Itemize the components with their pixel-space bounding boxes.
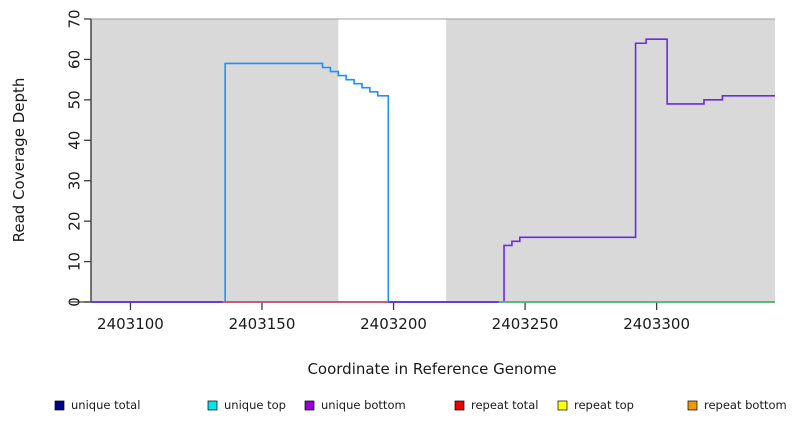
data-series [91,38,775,303]
y-tick-label: 0 [66,297,84,307]
y-tick-label: 40 [66,131,84,150]
legend-label: unique total [71,398,140,412]
legend-item: repeat top [557,398,634,412]
y-axis: 0 10 20 30 40 50 60 70 [66,9,91,307]
series-line-unique_bottom [91,38,775,303]
legend-label: repeat bottom [704,398,787,412]
legend-item: repeat total [454,398,538,412]
x-axis: 2403100 2403150 2403200 2403250 2403300 [97,302,690,333]
legend-item: repeat bottom [687,398,787,412]
repeat-band-right [446,19,775,302]
y-tick-label: 20 [66,212,84,231]
plot-background-bands [91,19,775,302]
legend-label: unique top [224,398,286,412]
legend-swatch [687,400,698,411]
y-tick-label: 50 [66,90,84,109]
legend-swatch [207,400,218,411]
x-axis-title: Coordinate in Reference Genome [307,360,556,378]
y-tick-label: 30 [66,171,84,190]
repeat-band-left [91,19,339,302]
y-tick-label: 10 [66,252,84,271]
x-tick-label: 2403250 [492,315,559,333]
x-tick-label: 2403150 [229,315,296,333]
x-tick-label: 2403300 [623,315,690,333]
legend-item: unique bottom [304,398,406,412]
legend-swatch [304,400,315,411]
legend-item: unique top [207,398,286,412]
x-tick-label: 2403100 [97,315,164,333]
legend-swatch [557,400,568,411]
legend-item: unique total [54,398,140,412]
x-tick-label: 2403200 [360,315,427,333]
y-tick-label: 60 [66,50,84,69]
series-line-unique_top [91,62,775,303]
y-tick-label: 70 [66,9,84,28]
legend-label: repeat top [574,398,634,412]
legend-label: repeat total [471,398,538,412]
y-axis-title: Read Coverage Depth [10,78,28,243]
legend: unique total unique top unique bottom repea… [54,398,787,412]
legend-swatch [54,400,65,411]
legend-label: unique bottom [321,398,406,412]
legend-swatch [454,400,465,411]
